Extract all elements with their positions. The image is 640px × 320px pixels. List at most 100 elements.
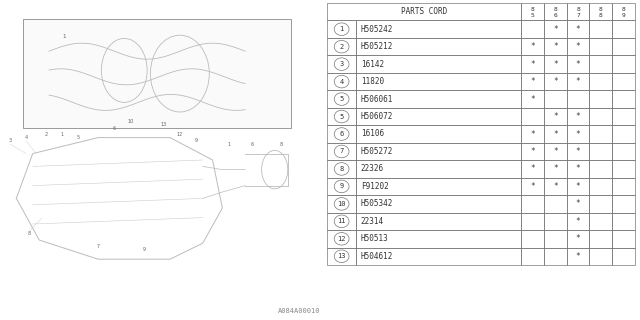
Bar [327,108,356,125]
Bar [566,90,589,108]
Text: 8: 8 [531,7,534,12]
Text: H505272: H505272 [361,147,393,156]
Bar [566,73,589,90]
Text: *: * [530,164,535,173]
Bar [589,20,612,38]
Bar [521,195,544,212]
Text: *: * [576,130,580,139]
Bar [544,20,566,38]
Text: 6: 6 [250,141,253,147]
Bar [521,3,544,20]
Bar [327,90,356,108]
Text: *: * [576,42,580,51]
Bar [327,178,356,195]
Text: *: * [553,77,557,86]
Text: 8: 8 [280,141,283,147]
Bar [521,230,544,248]
Text: 9: 9 [339,183,344,189]
Text: *: * [553,42,557,51]
Text: 11820: 11820 [361,77,384,86]
Bar [327,212,356,230]
Bar [566,20,589,38]
Bar [566,230,589,248]
Text: 3: 3 [8,138,12,143]
Bar [544,108,566,125]
Text: *: * [576,147,580,156]
Bar [327,248,356,265]
Bar [356,55,521,73]
Bar [23,19,291,128]
Bar [612,73,635,90]
Text: 5: 5 [77,135,80,140]
Text: 7: 7 [339,148,344,155]
Text: 16106: 16106 [361,130,384,139]
Bar [356,160,521,178]
Bar [356,212,521,230]
Bar [566,55,589,73]
Text: H504612: H504612 [361,252,393,261]
Bar [327,230,356,248]
Bar [566,3,589,20]
Bar [521,143,544,160]
Bar [327,3,521,20]
Text: 4: 4 [24,135,28,140]
Bar [589,143,612,160]
Text: 5: 5 [339,96,344,102]
Text: 2: 2 [339,44,344,50]
Text: 8: 8 [599,13,603,18]
Bar [327,195,356,212]
Bar [612,143,635,160]
Text: 6: 6 [113,125,116,131]
Bar [521,108,544,125]
Bar [612,90,635,108]
Text: H506061: H506061 [361,95,393,104]
Text: *: * [576,164,580,173]
Text: *: * [530,60,535,68]
Bar [521,20,544,38]
Text: *: * [576,217,580,226]
Text: 8: 8 [339,166,344,172]
Bar [566,108,589,125]
Text: 9: 9 [142,247,145,252]
Bar [544,178,566,195]
Text: 8: 8 [554,7,557,12]
Text: 5: 5 [531,13,534,18]
Bar [612,38,635,55]
Bar [327,55,356,73]
Text: *: * [576,252,580,261]
Bar [327,38,356,55]
Text: 12: 12 [337,236,346,242]
Bar [356,38,521,55]
Bar [612,248,635,265]
Text: *: * [553,182,557,191]
Text: A084A00010: A084A00010 [278,308,321,314]
Bar [544,212,566,230]
Bar [612,125,635,143]
Text: 22326: 22326 [361,164,384,173]
Bar [589,178,612,195]
Text: 8: 8 [28,231,31,236]
Text: 13: 13 [161,122,166,127]
Bar [356,178,521,195]
Bar [356,108,521,125]
Bar [566,160,589,178]
Bar [589,108,612,125]
Text: 11: 11 [337,218,346,224]
Text: H50513: H50513 [361,234,388,243]
Bar [521,178,544,195]
Text: *: * [530,130,535,139]
Text: *: * [576,25,580,34]
Bar [356,73,521,90]
Bar [521,160,544,178]
Text: 10: 10 [127,119,134,124]
Bar [544,143,566,160]
Text: 16142: 16142 [361,60,384,68]
Text: H505242: H505242 [361,25,393,34]
Bar [544,3,566,20]
Bar [327,160,356,178]
Bar [356,143,521,160]
Bar [356,90,521,108]
Bar [327,20,356,38]
Bar [544,38,566,55]
Bar [589,38,612,55]
